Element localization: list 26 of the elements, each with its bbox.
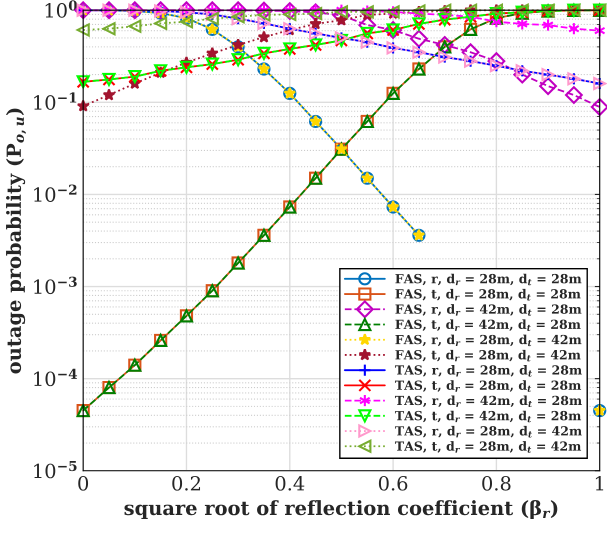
y-tick-label: 10$^{−3}$ — [34, 276, 77, 294]
y-tick-label: 10$^{−2}$ — [34, 184, 76, 202]
legend-label: FAS, t, d$_{r}$ = 28m, d$_{t}$ = 28m — [395, 288, 581, 300]
y-tick-label: 10$^{0}$ — [46, 0, 78, 18]
legend-label: TAS, t, d$_{r}$ = 28m, d$_{t}$ = 42m — [394, 441, 582, 453]
legend-label: TAS, t, d$_{r}$ = 42m, d$_{t}$ = 28m — [394, 410, 582, 422]
x-tick-label: 0 — [78, 476, 88, 491]
legend-label: FAS, r, d$_{r}$ = 28m, d$_{t}$ = 42m — [395, 334, 582, 346]
y-tick-label: 10$^{−1}$ — [34, 92, 76, 110]
y-axis-title: outage probability (P$_{o,u}$) — [6, 108, 26, 374]
x-axis-title: square root of reflection coefficient (β$_{r}$) — [124, 500, 558, 519]
x-tick-label: 0.2 — [172, 476, 200, 491]
legend-label: TAS, r, d$_{r}$ = 28m, d$_{t}$ = 42m — [394, 426, 582, 438]
legend-label: FAS, t, d$_{r}$ = 42m, d$_{t}$ = 28m — [395, 319, 581, 331]
y-tick-label: 10$^{−5}$ — [34, 461, 77, 478]
legend-label: TAS, t, d$_{r}$ = 28m, d$_{t}$ = 28m — [394, 380, 582, 392]
legend-label: FAS, t, d$_{r}$ = 28m, d$_{t}$ = 42m — [395, 350, 581, 362]
legend-label: TAS, r, d$_{r}$ = 42m, d$_{t}$ = 28m — [394, 395, 582, 408]
legend-label: FAS, r, d$_{r}$ = 42m, d$_{t}$ = 28m — [395, 304, 582, 316]
legend-label: TAS, r, d$_{r}$ = 28m, d$_{t}$ = 28m — [394, 365, 582, 377]
x-tick-label: 0.4 — [276, 476, 304, 491]
y-tick-label: 10$^{−4}$ — [34, 368, 78, 386]
x-tick-label: 0.8 — [482, 476, 511, 491]
x-tick-label: 0.6 — [378, 476, 408, 491]
x-tick-label: 1 — [596, 476, 604, 490]
legend-label: FAS, r, d$_{r}$ = 28m, d$_{t}$ = 28m — [395, 274, 582, 286]
